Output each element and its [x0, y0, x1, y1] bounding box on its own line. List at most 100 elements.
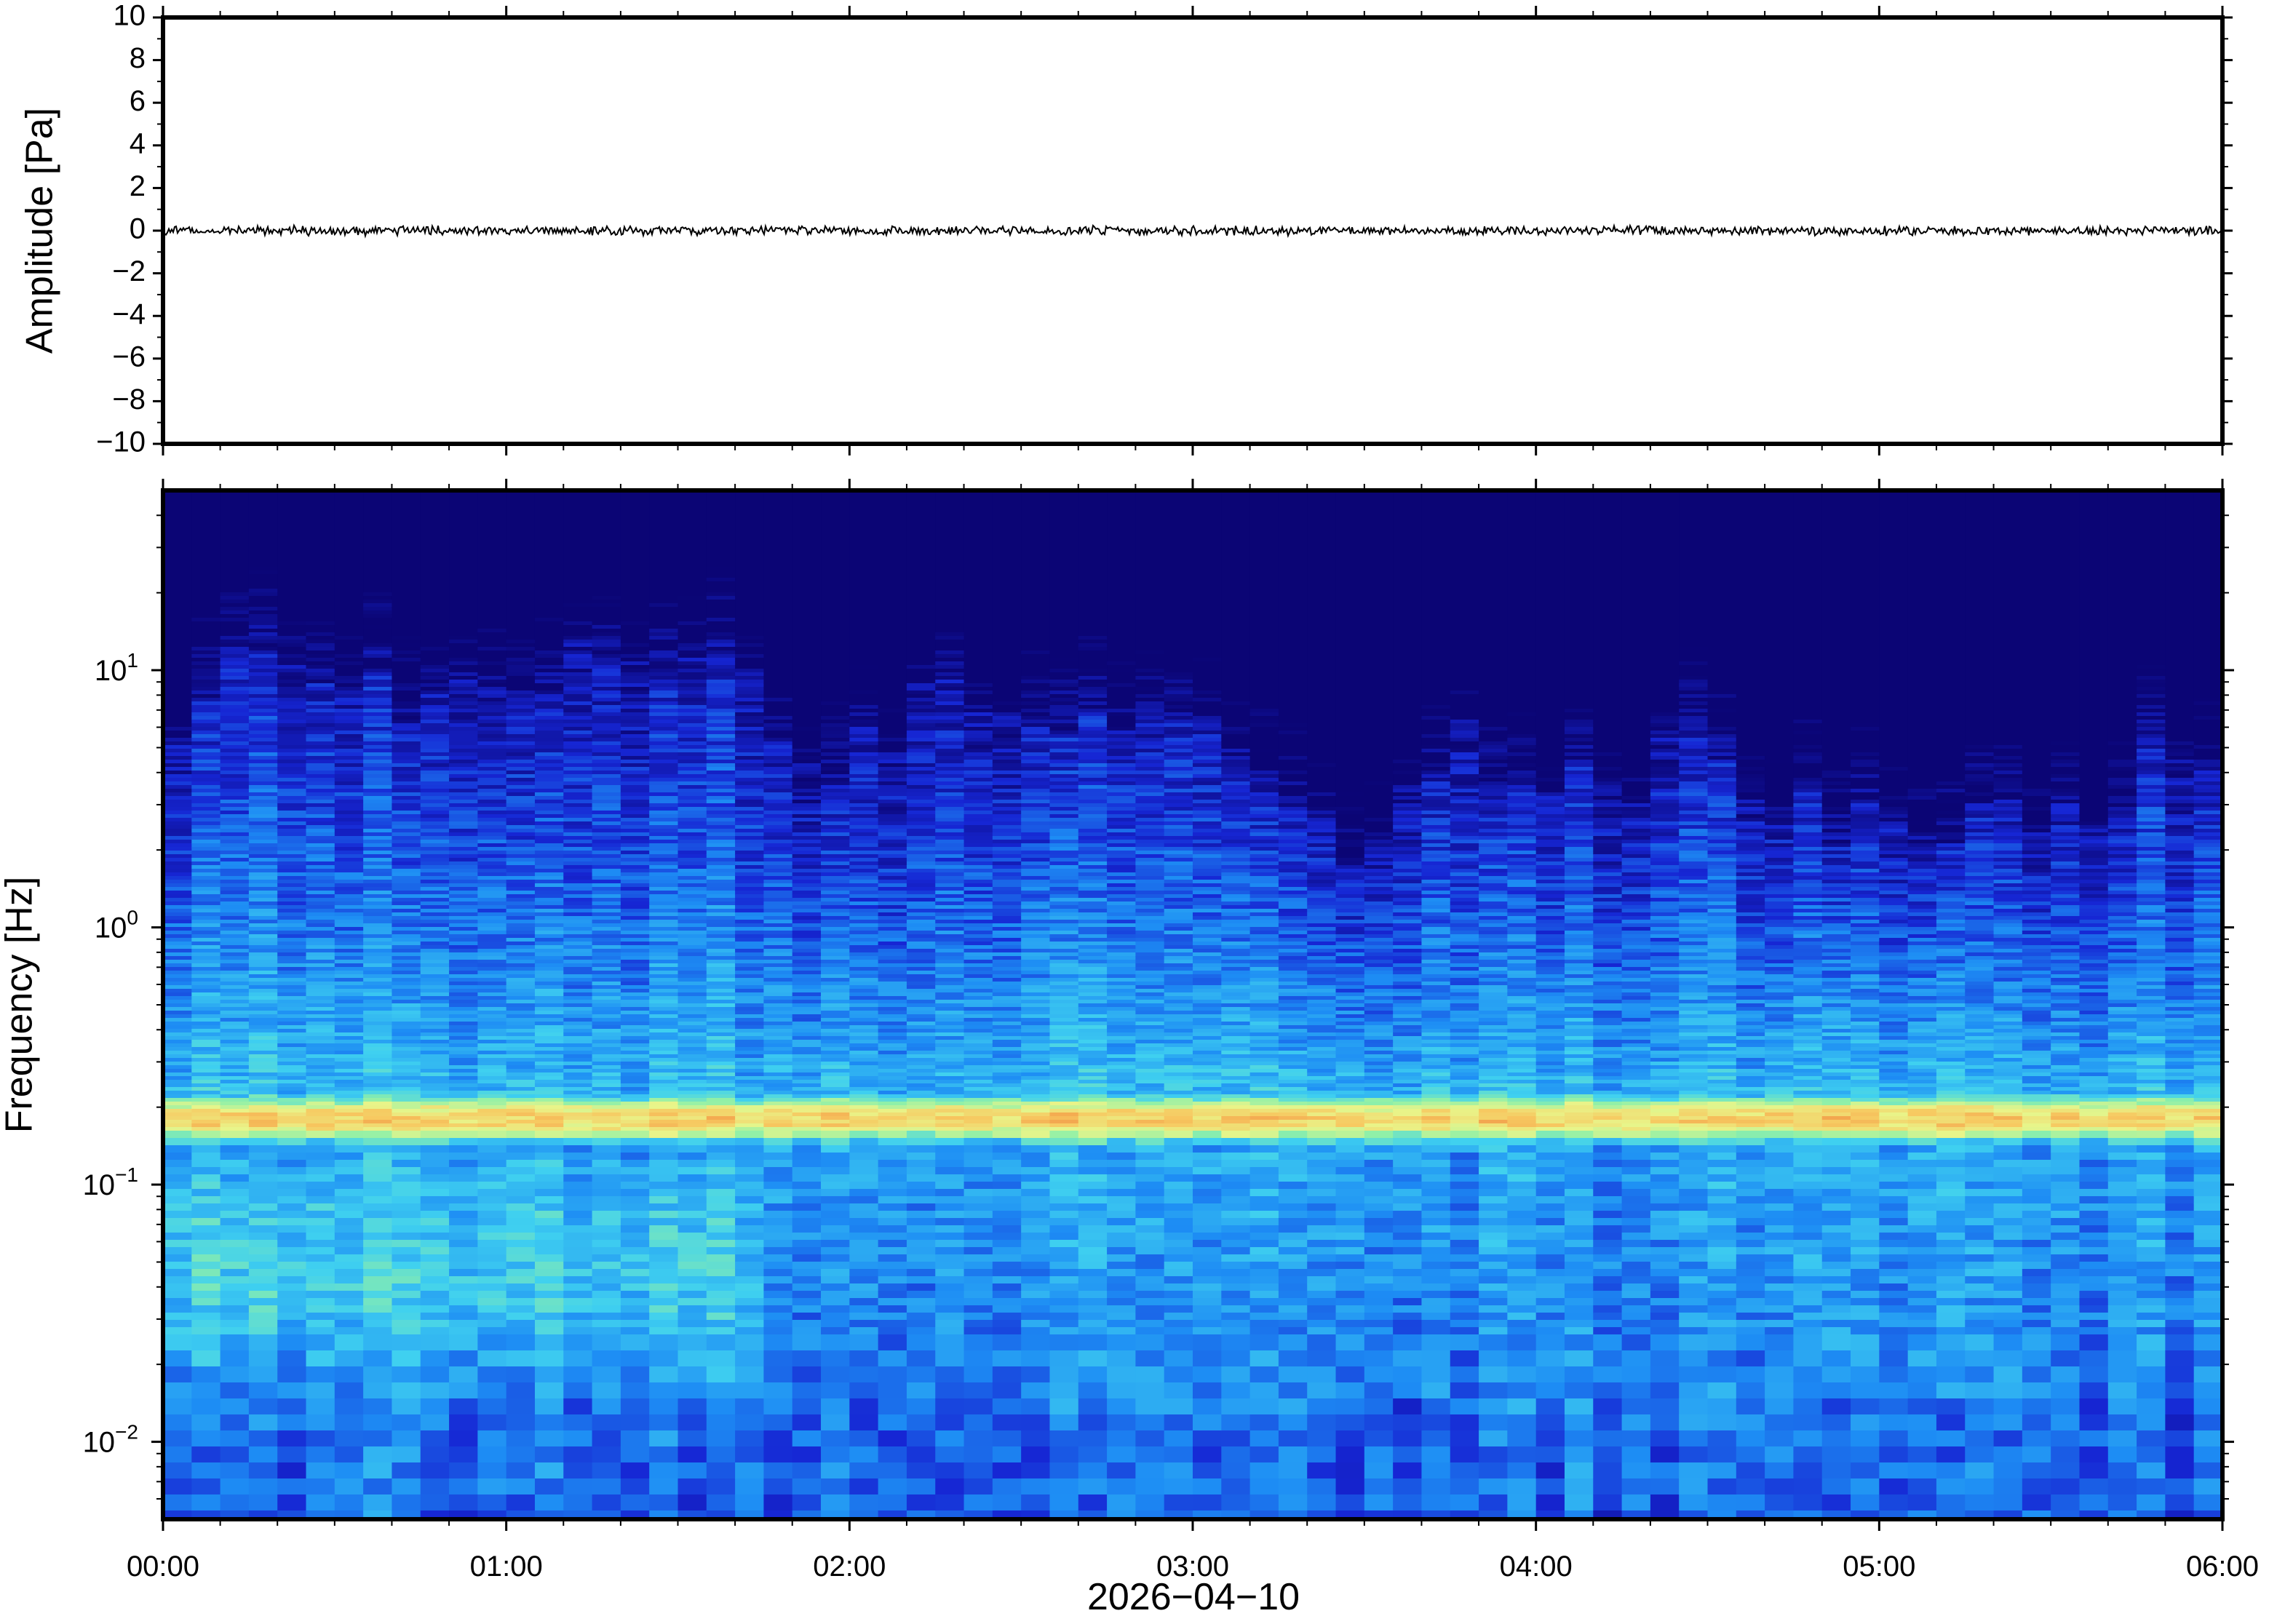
spectrogram-cell: [477, 1254, 507, 1262]
spectrogram-cell: [163, 589, 193, 593]
spectrogram-cell: [620, 832, 650, 837]
spectrogram-cell: [334, 883, 364, 888]
spectrogram-cell: [363, 574, 393, 578]
spectrogram-cell: [392, 734, 421, 739]
spectrogram-cell: [191, 1127, 221, 1131]
spectrogram-cell: [220, 811, 250, 815]
spectrogram-cell: [677, 530, 707, 535]
spectrogram-cell: [392, 578, 421, 582]
spectrogram-cell: [420, 636, 450, 640]
spectrogram-cell: [534, 534, 565, 538]
spectrogram-cell: [306, 1000, 335, 1004]
spectrogram-cell: [592, 574, 621, 578]
spectrogram-cell: [620, 501, 650, 506]
spectrogram-cell: [477, 741, 507, 746]
spectrogram-cell: [506, 869, 536, 873]
spectrogram-cell: [534, 1276, 565, 1284]
spectrogram-cell: [334, 1116, 364, 1121]
spectrogram-cell: [363, 610, 393, 615]
spectrogram-cell: [306, 498, 335, 502]
spectrogram-cell: [763, 1446, 793, 1463]
spectrogram-cell: [306, 712, 335, 717]
spectrogram-cell: [620, 861, 650, 866]
spectrogram-cell: [449, 814, 479, 819]
spectrogram-cell: [735, 632, 765, 637]
spectrogram-cell: [620, 672, 650, 677]
spectrogram-cell: [334, 1145, 364, 1153]
spectrogram-cell: [763, 1478, 793, 1495]
spectrogram-cell: [392, 854, 421, 859]
spectrogram-cell: [392, 829, 421, 833]
spectrogram-cell: [191, 1145, 221, 1153]
spectrogram-cell: [392, 720, 421, 724]
spectrogram-cell: [506, 1366, 536, 1383]
spectrogram-cell: [163, 1283, 193, 1291]
spectrogram-cell: [563, 661, 593, 666]
spectrogram-cell: [334, 505, 364, 509]
spectrogram-cell: [191, 949, 221, 953]
spectrogram-cell: [592, 1138, 621, 1146]
spectrogram-cell: [306, 592, 335, 597]
spectrogram-cell: [592, 512, 621, 517]
spectrogram-cell: [792, 665, 822, 669]
spectrogram-cell: [534, 643, 565, 648]
amplitude-y-tick-label: 2: [130, 170, 146, 202]
spectrogram-cell: [792, 541, 822, 546]
spectrogram-cell: [306, 1087, 335, 1091]
spectrogram-cell: [735, 563, 765, 568]
spectrogram-cell: [763, 672, 793, 677]
spectrogram-cell: [334, 556, 364, 560]
spectrogram-cell: [677, 625, 707, 629]
spectrogram-cell: [677, 738, 707, 742]
spectrogram-cell: [420, 669, 450, 673]
spectrogram-cell: [392, 796, 421, 800]
spectrogram-cell: [592, 861, 621, 866]
spectrogram-cell: [792, 618, 822, 622]
spectrogram-cell: [277, 1102, 307, 1106]
spectrogram-cell: [220, 1036, 250, 1040]
spectrogram-cell: [449, 1382, 479, 1399]
spectrogram-cell: [592, 596, 621, 600]
spectrogram-cell: [592, 854, 621, 859]
spectrogram-cell: [449, 1414, 479, 1431]
spectrogram-cell: [334, 832, 364, 837]
spectrogram-cell: [220, 1313, 250, 1321]
spectrogram-cell: [620, 927, 650, 931]
spectrogram-cell: [620, 952, 650, 957]
spectrogram-cell: [506, 592, 536, 597]
spectrogram-cell: [277, 1334, 307, 1351]
spectrogram-cell: [592, 1014, 621, 1019]
spectrogram-cell: [363, 1240, 393, 1248]
spectrogram-cell: [334, 796, 364, 800]
spectrogram-cell: [706, 992, 736, 997]
spectrogram-cell: [191, 854, 221, 859]
spectrogram-cell: [220, 1478, 250, 1495]
spectrogram-cell: [763, 774, 793, 779]
spectrogram-cell: [277, 854, 307, 859]
spectrogram-cell: [763, 963, 793, 968]
spectrogram-cell: [277, 643, 307, 648]
spectrogram-cell: [163, 570, 193, 575]
spectrogram-cell: [620, 1098, 650, 1102]
spectrogram-cell: [677, 549, 707, 553]
spectrogram-cell: [563, 1189, 593, 1197]
spectrogram-cell: [420, 934, 450, 939]
spectrogram-cell: [677, 1305, 707, 1313]
spectrogram-cell: [420, 756, 450, 760]
spectrogram-cell: [735, 1018, 765, 1022]
spectrogram-cell: [306, 952, 335, 957]
spectrogram-cell: [592, 1313, 621, 1321]
spectrogram-cell: [506, 1240, 536, 1248]
spectrogram-cell: [706, 1109, 736, 1113]
spectrogram-cell: [449, 1040, 479, 1044]
spectrogram-cell: [706, 931, 736, 935]
spectrogram-cell: [477, 1382, 507, 1399]
spectrogram-cell: [220, 1062, 250, 1066]
spectrogram-cell: [248, 1127, 279, 1131]
spectrogram-cell: [334, 1105, 364, 1110]
spectrogram-cell: [677, 1160, 707, 1168]
spectrogram-cell: [191, 621, 221, 626]
spectrogram-cell: [306, 887, 335, 891]
spectrogram-cell: [392, 672, 421, 677]
spectrogram-cell: [449, 967, 479, 971]
